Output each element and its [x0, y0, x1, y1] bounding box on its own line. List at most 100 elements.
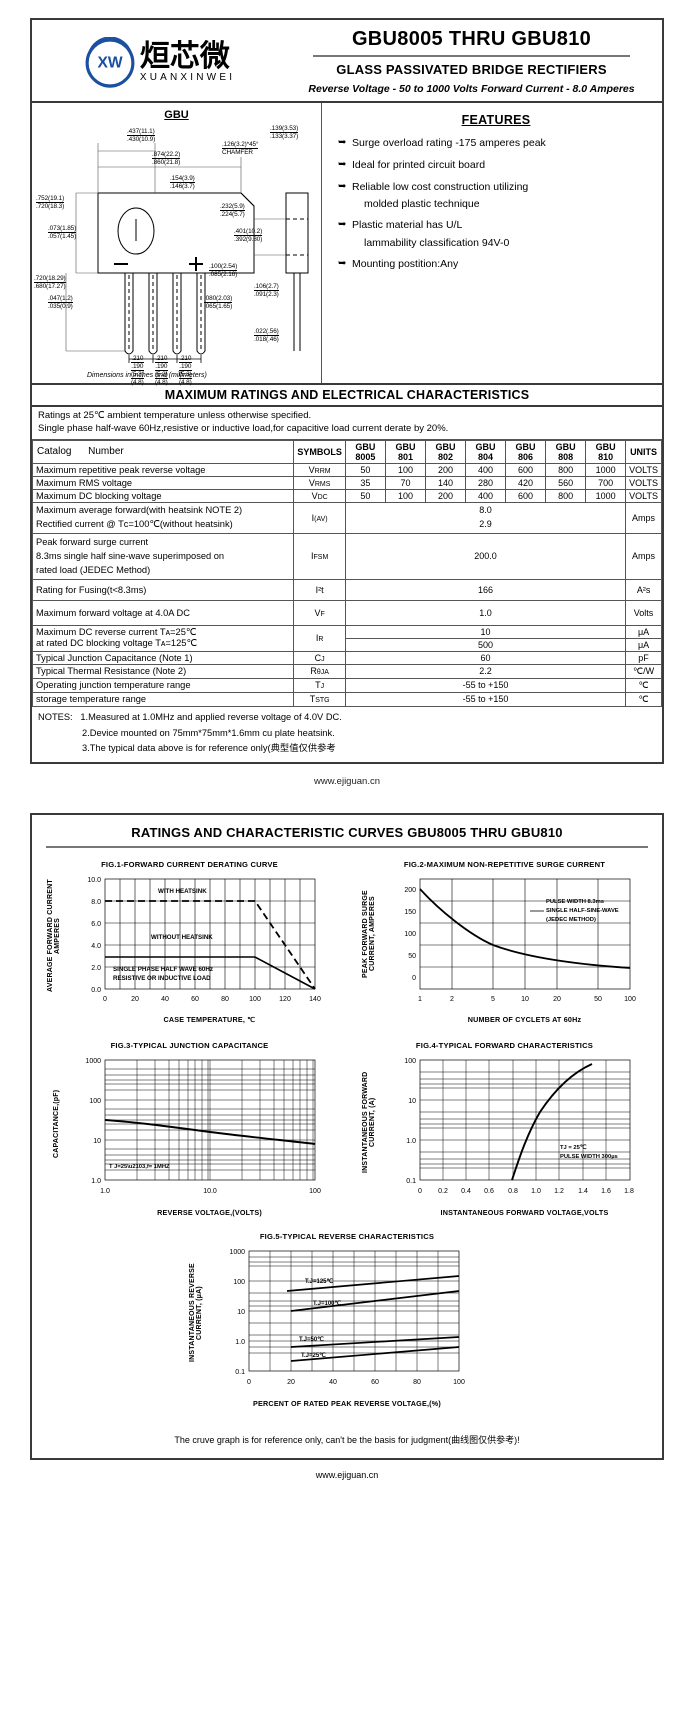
table-header-row: Catalog Number SYMBOLS GBU 8005 GBU 801 GB…: [31, 439, 662, 464]
row-param: Maximum average forward(with heatsink NO…: [31, 501, 295, 534]
header-part: GBU 801: [384, 439, 426, 464]
dim-callout-3: .139(3.53) .133(3.37): [270, 125, 299, 140]
header-part: GBU 804: [464, 439, 507, 464]
row-value: 700: [585, 475, 627, 490]
svg-text:20: 20: [131, 996, 139, 1003]
fig3-y-axis-label: CAPACITANCE,(pF): [52, 1090, 60, 1159]
svg-text:80: 80: [221, 996, 229, 1003]
row-value: 1000: [585, 488, 627, 503]
row-value: 600: [505, 462, 547, 477]
dim-callout-8: .073(1.85) .057(1.45): [48, 225, 77, 240]
table-row: Maximum RMS voltage VRMS 35 70 140 280 4…: [31, 475, 662, 490]
dim-callout-9: .720(18.29) .680(17.27): [34, 275, 66, 290]
svg-text:100: 100: [624, 996, 636, 1003]
svg-text:0: 0: [418, 1188, 422, 1195]
curves-grid: FIG.1-FORWARD CURRENT DERATING CURVE AVE…: [32, 856, 662, 1419]
ratings-conditions: Ratings at 25℃ ambient temperature unles…: [32, 407, 662, 440]
fig5-anno-0: T.J=125℃: [305, 1278, 334, 1285]
chart-fig2: FIG.2-MAXIMUM NON-REPETITIVE SURGE CURRE…: [347, 856, 662, 1037]
svg-text:0.8: 0.8: [508, 1188, 518, 1195]
datasheet-page-2: RATINGS AND CHARACTERISTIC CURVES GBU800…: [0, 797, 694, 1486]
dim-callout-0: .437(11.1) .430(10.9): [127, 128, 156, 143]
table-row: Operating junction temperature range TJ …: [31, 677, 662, 693]
feature-text: Mounting postition:Any: [352, 257, 459, 270]
page2-footer-url[interactable]: www.ejiguan.cn: [315, 1470, 379, 1481]
row-value: 800: [545, 488, 587, 503]
svg-text:6.0: 6.0: [91, 921, 101, 928]
row-param: Operating junction temperature range: [31, 677, 295, 693]
svg-text:100: 100: [453, 1379, 465, 1386]
row-value-span: 60: [344, 650, 627, 665]
notes-label: NOTES:: [38, 711, 73, 722]
row-param: Typical Junction Capacitance (Note 1): [31, 650, 295, 665]
dim-pitch-3: .210.190 (5.3) (4.8): [179, 355, 192, 386]
fig1-x-axis-label: CASE TEMPERATURE, ℃: [163, 1015, 256, 1025]
svg-text:140: 140: [309, 996, 321, 1003]
svg-text:60: 60: [371, 1379, 379, 1386]
fig2-caption: FIG.2-MAXIMUM NON-REPETITIVE SURGE CURRE…: [403, 860, 606, 870]
header-titles: GBU8005 THRU GBU810 GLASS PASSIVATED BRI…: [287, 20, 662, 101]
row-value-span: 1.0: [344, 599, 627, 626]
row-param: Peak forward surge current 8.3ms single h…: [31, 532, 295, 580]
fig5-anno-2: T.J=50℃: [299, 1336, 324, 1343]
row-symbol: VRMS: [293, 475, 346, 490]
row-value: 600: [505, 488, 547, 503]
svg-text:5: 5: [491, 996, 495, 1003]
svg-text:40: 40: [161, 996, 169, 1003]
svg-text:0.1: 0.1: [235, 1369, 245, 1376]
row-value-span: -55 to +150: [344, 677, 627, 693]
table-row: Typical Junction Capacitance (Note 1) CJ…: [31, 650, 662, 665]
row-units: ℃/W: [625, 663, 662, 679]
dim-callout-1: .874(22.2) .860(21.8): [152, 151, 181, 166]
table-row: Peak forward surge current 8.3ms single h…: [31, 532, 662, 580]
svg-text:150: 150: [404, 909, 416, 916]
dim-callout-11: .106(2.7) .091(2.3): [254, 283, 279, 298]
fig4-plot: 100 10 1.0 0.1 0 0.2 0.4 0.6 0.8 1.0 1.2…: [404, 1058, 634, 1195]
fig3-anno-0: T J=25\u2103,f= 1MHZ: [109, 1164, 170, 1170]
table-row: Maximum DC blocking voltage VDC 50 100 2…: [31, 488, 662, 503]
feature-item: ➥ Mounting postition:Any: [338, 258, 654, 271]
bullet-arrow-icon: ➥: [338, 219, 347, 231]
row-units: pF: [625, 650, 662, 665]
svg-text:50: 50: [594, 996, 602, 1003]
row-value-span: 200.0: [344, 532, 627, 580]
row-value-span: 500: [344, 637, 627, 652]
fig4-anno-0: TJ = 25℃: [560, 1144, 587, 1151]
ratings-table: Catalog Number SYMBOLS GBU 8005 GBU 801 GB…: [31, 439, 662, 707]
page1-frame: XW 烜芯微 XUANXINWEI GBU8005 THRU GBU810 GL…: [30, 18, 664, 765]
header-part: GBU 810: [585, 439, 627, 464]
row-symbol: TJ: [293, 677, 346, 693]
page1-footer-url[interactable]: www.ejiguan.cn: [313, 776, 380, 788]
fig1-plot: 10.0 8.0 6.0 4.0 2.0 0.0 0 20 40 60 80 1…: [87, 877, 321, 1003]
svg-text:80: 80: [413, 1379, 421, 1386]
row-units: Volts: [625, 599, 662, 626]
fig5-plot: 1000 100 10 1.0 0.1 0 20 40 60 80 100: [229, 1249, 465, 1386]
dim-pitch-1: .210.190 (5.3) (4.8): [131, 355, 144, 386]
fig2-x-axis-label: NUMBER OF CYCLETS AT 60Hz: [467, 1015, 582, 1025]
row-value: 100: [384, 462, 426, 477]
row-units: VOLTS: [625, 462, 662, 477]
dim-pitch-2: .210.190 (5.3) (4.8): [155, 355, 168, 386]
header-part: GBU 806: [505, 439, 547, 464]
datasheet-page-1: XW 烜芯微 XUANXINWEI GBU8005 THRU GBU810 GL…: [0, 18, 694, 797]
svg-text:1.0: 1.0: [406, 1138, 416, 1145]
fig2-y-axis-label: PEAK FORWARD SURGE CURRENT, AMPERES: [361, 890, 376, 979]
row-units: Amps: [625, 501, 662, 534]
dim-callout-4: .154(3.9) .146(3.7): [170, 175, 195, 190]
fig2-anno-2: (JEDEC METHOD): [546, 917, 596, 923]
feature-item: ➥ Ideal for printed circuit board: [338, 159, 654, 172]
table-row: storage temperature range TSTG -55 to +1…: [31, 691, 662, 707]
svg-text:1000: 1000: [85, 1058, 101, 1065]
dim-callout-6: .232(5.9) .224(5.7): [220, 203, 245, 218]
svg-text:1.4: 1.4: [578, 1188, 588, 1195]
row-value: 50: [344, 488, 386, 503]
header-part: GBU 808: [545, 439, 587, 464]
row-param: Typical Thermal Resistance (Note 2): [31, 663, 295, 679]
table-row: Typical Thermal Resistance (Note 2) RθJA…: [31, 663, 662, 679]
svg-text:1.0: 1.0: [100, 1188, 110, 1195]
product-subtitle: GLASS PASSIVATED BRIDGE RECTIFIERS: [336, 62, 607, 77]
svg-text:60: 60: [191, 996, 199, 1003]
feature-text-cont: lammability classification 94V-0: [364, 236, 510, 249]
fig4-x-axis-label: INSTANTANEOUS FORWARD VOLTAGE,VOLTS: [440, 1208, 609, 1218]
chart-fig4: FIG.4-TYPICAL FORWARD CHARACTERISTICS IN…: [347, 1037, 662, 1228]
